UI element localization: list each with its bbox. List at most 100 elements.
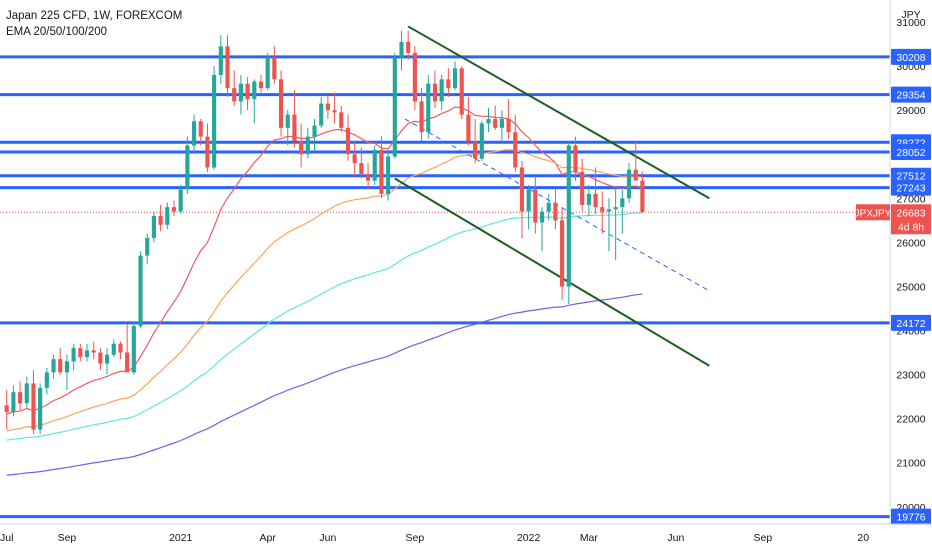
- channel-upper-line[interactable]: [407, 25, 710, 200]
- candle[interactable]: [165, 202, 170, 230]
- candle[interactable]: [125, 323, 130, 373]
- candle[interactable]: [118, 341, 123, 360]
- candle[interactable]: [299, 123, 304, 168]
- candle[interactable]: [452, 61, 458, 91]
- candle[interactable]: [426, 74, 431, 139]
- candle[interactable]: [11, 385, 16, 417]
- candle[interactable]: [533, 176, 538, 234]
- candle[interactable]: [412, 46, 417, 111]
- candle[interactable]: [526, 185, 531, 230]
- candle[interactable]: [238, 74, 243, 115]
- candle[interactable]: [285, 110, 290, 146]
- candle[interactable]: [18, 381, 23, 410]
- candle[interactable]: [31, 370, 36, 435]
- candle[interactable]: [98, 348, 103, 371]
- candle[interactable]: [319, 96, 324, 128]
- candle[interactable]: [51, 354, 56, 379]
- candle[interactable]: [44, 367, 49, 395]
- candle[interactable]: [593, 167, 598, 214]
- candle[interactable]: [459, 66, 464, 119]
- candle[interactable]: [325, 94, 330, 119]
- candle[interactable]: [305, 127, 310, 159]
- candle[interactable]: [519, 160, 525, 238]
- candle[interactable]: [138, 251, 143, 329]
- candle[interactable]: [580, 158, 585, 212]
- candle[interactable]: [171, 200, 177, 216]
- candle[interactable]: [191, 114, 197, 153]
- candle[interactable]: [586, 185, 591, 216]
- candle[interactable]: [205, 123, 210, 172]
- candle[interactable]: [365, 163, 371, 190]
- candle[interactable]: [225, 35, 230, 97]
- candle[interactable]: [466, 96, 471, 146]
- candle[interactable]: [620, 189, 625, 234]
- candle[interactable]: [292, 90, 297, 148]
- candle[interactable]: [419, 88, 424, 142]
- candle[interactable]: [352, 141, 357, 177]
- candle[interactable]: [4, 390, 9, 430]
- candle[interactable]: [278, 70, 284, 137]
- candle[interactable]: [553, 189, 558, 230]
- candle[interactable]: [633, 141, 638, 181]
- candle[interactable]: [24, 376, 29, 408]
- candle[interactable]: [439, 74, 444, 111]
- candle[interactable]: [560, 207, 565, 300]
- candle[interactable]: [399, 30, 404, 71]
- candle[interactable]: [185, 136, 190, 194]
- candle[interactable]: [78, 343, 83, 362]
- candle[interactable]: [111, 339, 116, 357]
- candle[interactable]: [339, 105, 344, 133]
- candle[interactable]: [245, 77, 250, 111]
- candle[interactable]: [104, 348, 110, 375]
- candle[interactable]: [71, 343, 76, 371]
- candle[interactable]: [473, 118, 478, 164]
- candle[interactable]: [332, 92, 337, 124]
- candle[interactable]: [506, 99, 511, 139]
- candle[interactable]: [212, 66, 217, 170]
- candle[interactable]: [178, 185, 183, 214]
- candle[interactable]: [499, 110, 504, 144]
- candle[interactable]: [640, 171, 645, 213]
- candle[interactable]: [145, 233, 150, 265]
- candle[interactable]: [91, 341, 96, 360]
- channel-lower-line[interactable]: [394, 177, 710, 367]
- candle[interactable]: [446, 68, 451, 97]
- candle[interactable]: [432, 70, 438, 108]
- candle[interactable]: [386, 149, 391, 201]
- candle[interactable]: [606, 198, 612, 252]
- candle[interactable]: [566, 141, 571, 305]
- candle[interactable]: [613, 189, 618, 260]
- candle[interactable]: [372, 145, 377, 186]
- candle[interactable]: [232, 70, 237, 106]
- candle[interactable]: [258, 74, 264, 93]
- candle[interactable]: [479, 121, 484, 161]
- candle[interactable]: [158, 204, 163, 232]
- candle[interactable]: [626, 163, 632, 203]
- candle[interactable]: [513, 114, 518, 172]
- candle[interactable]: [345, 114, 351, 161]
- candle[interactable]: [546, 193, 551, 221]
- candle[interactable]: [406, 30, 411, 60]
- candle[interactable]: [486, 107, 491, 133]
- candle[interactable]: [84, 343, 90, 362]
- candle[interactable]: [493, 105, 498, 130]
- candle[interactable]: [252, 79, 257, 124]
- candle[interactable]: [359, 147, 364, 179]
- candle[interactable]: [198, 118, 203, 146]
- candle[interactable]: [573, 136, 578, 181]
- candle[interactable]: [64, 354, 69, 390]
- candle[interactable]: [131, 321, 136, 375]
- candle[interactable]: [600, 191, 605, 234]
- candle[interactable]: [58, 348, 63, 375]
- candle[interactable]: [379, 136, 384, 199]
- candle[interactable]: [539, 207, 545, 252]
- candle[interactable]: [272, 46, 277, 84]
- candle[interactable]: [265, 52, 270, 91]
- candle[interactable]: [38, 383, 43, 435]
- candle[interactable]: [312, 118, 317, 153]
- candle[interactable]: [218, 35, 223, 84]
- candle[interactable]: [151, 211, 156, 243]
- candle[interactable]: [392, 52, 397, 159]
